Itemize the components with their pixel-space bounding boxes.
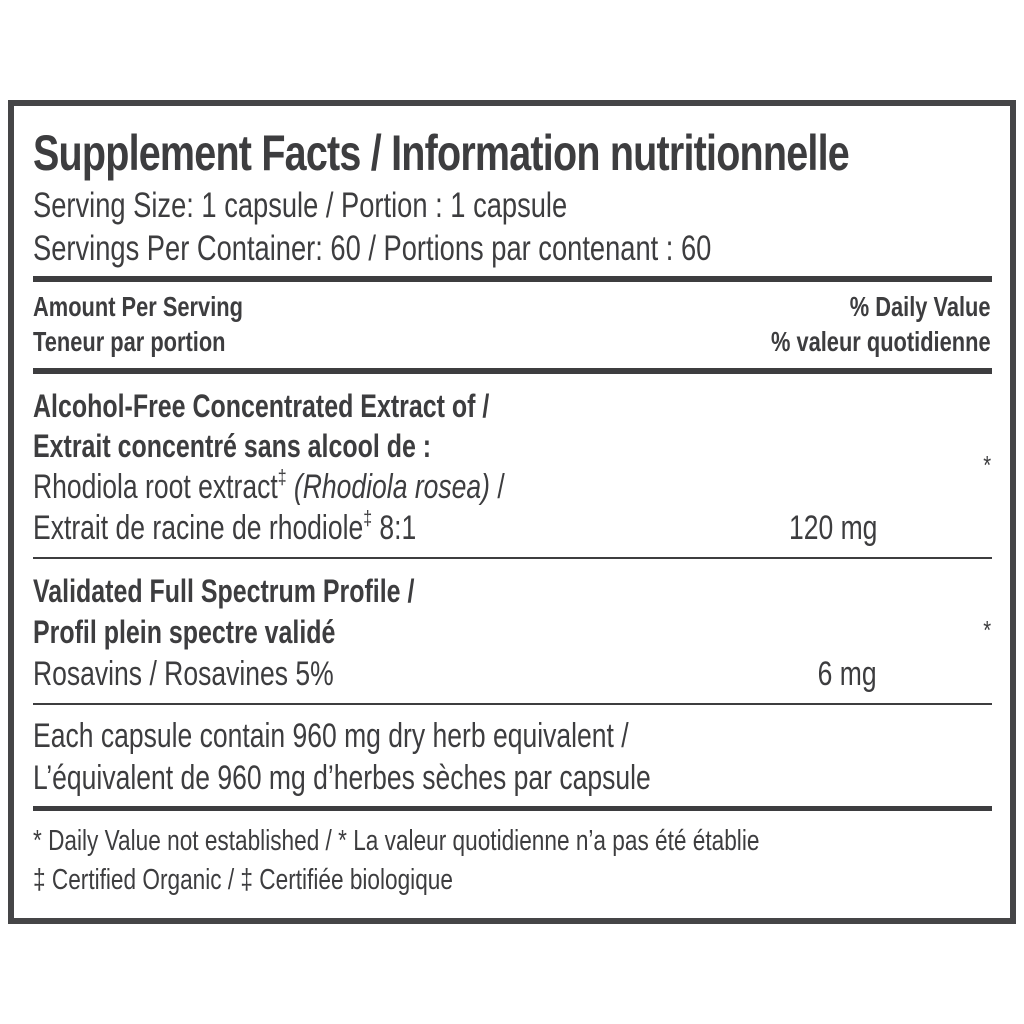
rosavins-amount: 6 mg xyxy=(818,655,877,693)
panel-title: Supplement Facts / Information nutrition… xyxy=(33,125,850,181)
rhodiola-extract-fr: Extrait de racine de rhodiole‡ 8:1 xyxy=(33,508,417,547)
rhodiola-dv: * xyxy=(983,450,991,480)
latin-name: (Rhodiola rosea) xyxy=(293,468,490,506)
supplement-facts-panel xyxy=(8,100,1016,924)
teneur-par-portion-label: Teneur par portion xyxy=(33,326,226,357)
text: / xyxy=(489,468,505,506)
footnote-organic: ‡ Certified Organic / ‡ Certifiée biolog… xyxy=(33,864,453,896)
valeur-quotidienne-label: % valeur quotidienne xyxy=(771,326,991,357)
thick-divider xyxy=(33,368,992,374)
daily-value-label: % Daily Value xyxy=(850,291,991,322)
ingredient-heading-fr: Extrait concentré sans alcool de : xyxy=(33,428,432,464)
text: 8:1 xyxy=(372,509,417,547)
thin-divider xyxy=(33,557,992,559)
profile-heading-en: Validated Full Spectrum Profile / xyxy=(33,573,415,609)
text: Extrait de racine de rhodiole xyxy=(33,509,364,547)
amount-per-serving-label: Amount Per Serving xyxy=(33,291,243,322)
thick-divider xyxy=(33,806,992,811)
rosavins-dv: * xyxy=(983,615,991,645)
thick-divider xyxy=(33,276,992,282)
organic-mark: ‡ xyxy=(277,467,287,489)
rhodiola-extract-en: Rhodiola root extract‡ (Rhodiola rosea) … xyxy=(33,467,505,506)
serving-size: Serving Size: 1 capsule / Portion : 1 ca… xyxy=(33,186,568,225)
ingredient-heading-en: Alcohol-Free Concentrated Extract of / xyxy=(33,388,490,424)
text: Rhodiola root extract xyxy=(33,468,278,506)
rosavins-line: Rosavins / Rosavines 5% xyxy=(33,655,334,693)
profile-heading-fr: Profil plein spectre validé xyxy=(33,614,336,650)
servings-per-container: Servings Per Container: 60 / Portions pa… xyxy=(33,229,712,268)
herb-equivalent-fr: L’équivalent de 960 mg d’herbes sèches p… xyxy=(33,759,651,797)
rhodiola-amount: 120 mg xyxy=(788,509,877,547)
herb-equivalent-en: Each capsule contain 960 mg dry herb equ… xyxy=(33,717,629,755)
thin-divider xyxy=(33,703,992,705)
organic-mark: ‡ xyxy=(363,508,373,530)
footnote-daily-value: * Daily Value not established / * La val… xyxy=(33,825,760,857)
